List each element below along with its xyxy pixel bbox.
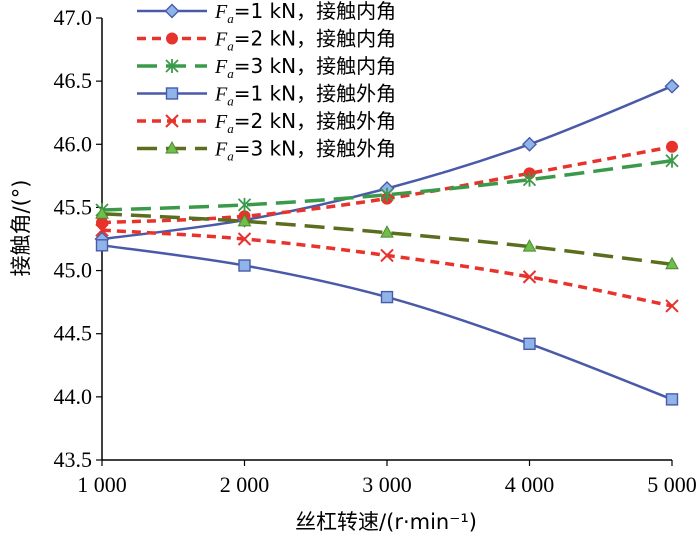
series-6 bbox=[95, 206, 679, 270]
series-5 bbox=[95, 223, 679, 313]
legend-item: Fa=2 kN，接触内角 bbox=[137, 27, 396, 54]
data-point-square bbox=[523, 337, 536, 351]
legend-item: Fa=3 kN，接触外角 bbox=[137, 137, 396, 164]
data-point-star bbox=[665, 153, 679, 168]
data-point-cross bbox=[165, 114, 179, 128]
data-point-star bbox=[165, 59, 179, 73]
y-tick-label: 47.0 bbox=[54, 5, 93, 30]
data-point-triangle bbox=[380, 225, 394, 238]
data-point-diamond bbox=[664, 78, 680, 94]
series-line bbox=[101, 158, 673, 212]
y-tick-label: 45.0 bbox=[54, 258, 93, 283]
legend-item: Fa=2 kN，接触外角 bbox=[137, 109, 396, 136]
data-point-square bbox=[95, 239, 109, 252]
y-tick-label: 45.5 bbox=[54, 194, 93, 219]
legend-label: Fa=1 kN，接触外角 bbox=[214, 82, 396, 109]
data-point-diamond bbox=[164, 3, 180, 19]
x-tick-label: 5 000 bbox=[647, 472, 697, 497]
y-tick-label: 46.5 bbox=[54, 68, 93, 93]
y-axis-label: 接触角/(°) bbox=[9, 180, 33, 277]
data-point-circle bbox=[166, 32, 178, 45]
y-tick-label: 44.0 bbox=[54, 384, 93, 409]
data-point-triangle bbox=[95, 206, 109, 219]
legend-label: Fa=1 kN，接触内角 bbox=[214, 0, 396, 26]
data-point-cross bbox=[380, 248, 394, 263]
data-point-star bbox=[522, 172, 537, 187]
data-point-square bbox=[165, 87, 179, 100]
data-point-cross bbox=[522, 270, 537, 284]
data-point-triangle bbox=[665, 256, 679, 270]
data-point-cross bbox=[237, 232, 252, 246]
data-point-cross bbox=[95, 223, 109, 237]
data-point-star bbox=[380, 187, 394, 202]
y-tick-label: 46.0 bbox=[54, 131, 93, 156]
data-point-square bbox=[380, 290, 394, 304]
legend-item: Fa=1 kN，接触外角 bbox=[137, 82, 396, 109]
legend-label: Fa=3 kN，接触内角 bbox=[214, 54, 396, 81]
series-4 bbox=[95, 239, 679, 406]
data-point-circle bbox=[666, 140, 678, 153]
legend-item: Fa=3 kN，接触内角 bbox=[137, 54, 396, 81]
x-tick-label: 3 000 bbox=[362, 472, 412, 497]
series-line bbox=[101, 211, 673, 266]
legend-item: Fa=1 kN，接触内角 bbox=[137, 0, 396, 26]
y-tick-label: 43.5 bbox=[54, 447, 93, 472]
x-axis-label: 丝杠转速/(r·min⁻¹) bbox=[295, 510, 477, 534]
legend-label: Fa=2 kN，接触外角 bbox=[214, 109, 396, 136]
axes: 43.5 44.0 44.5 45.0 45.5 46.0 46.5 47.0 1 000 2 0… bbox=[54, 5, 697, 497]
y-tick-label: 44.5 bbox=[54, 321, 93, 346]
data-point-triangle bbox=[165, 140, 179, 154]
x-tick-label: 1 000 bbox=[77, 472, 127, 497]
x-tick-label: 2 000 bbox=[220, 472, 270, 497]
series-line bbox=[101, 244, 673, 401]
data-point-square bbox=[665, 393, 679, 406]
legend-label: Fa=2 kN，接触内角 bbox=[214, 27, 396, 54]
data-point-triangle bbox=[237, 213, 252, 227]
data-point-star bbox=[237, 197, 252, 212]
legend-background bbox=[130, 0, 442, 172]
data-point-square bbox=[238, 259, 251, 272]
data-point-diamond bbox=[522, 136, 537, 152]
series-layer bbox=[94, 78, 680, 406]
data-point-triangle bbox=[522, 239, 537, 252]
data-point-cross bbox=[665, 299, 679, 313]
legend-label: Fa=3 kN，接触外角 bbox=[214, 137, 396, 164]
x-tick-label: 4 000 bbox=[505, 472, 555, 497]
